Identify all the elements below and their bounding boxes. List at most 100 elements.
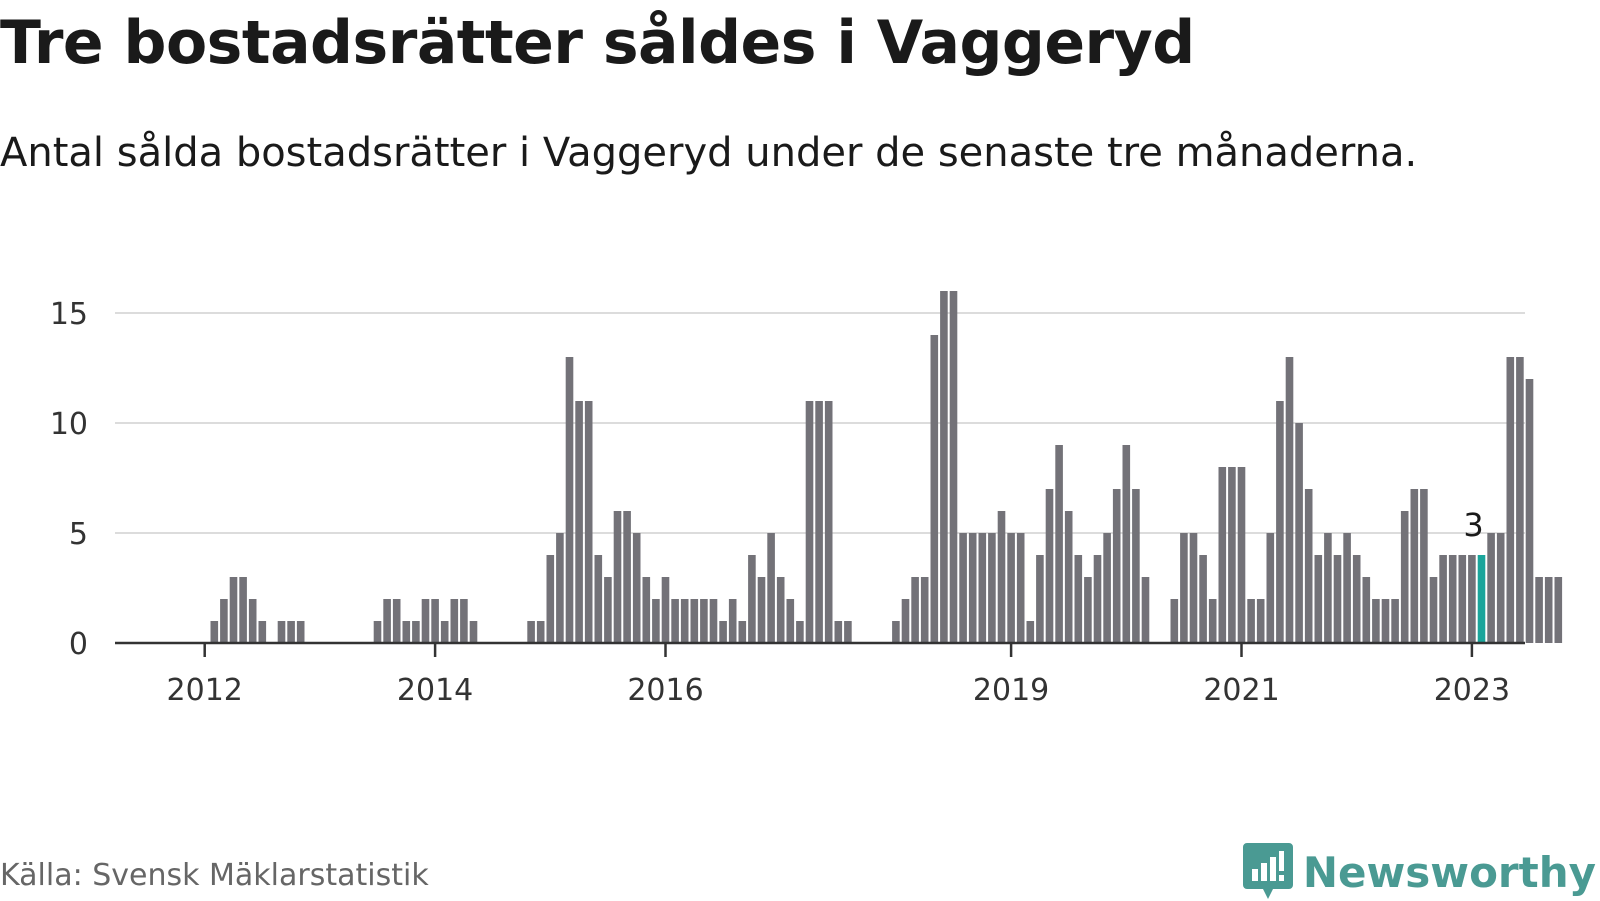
bar — [988, 533, 996, 643]
bar — [1064, 511, 1073, 643]
bar — [613, 511, 622, 643]
brand-logo[interactable]: Newsworthy — [1242, 843, 1596, 901]
bar — [623, 511, 631, 643]
bar — [1448, 555, 1457, 643]
bar — [383, 599, 391, 643]
bar — [930, 335, 939, 643]
bar — [1410, 489, 1419, 643]
bar — [1343, 533, 1351, 643]
x-tick-label: 2014 — [397, 673, 473, 708]
bar — [719, 621, 727, 643]
bar — [1218, 467, 1227, 643]
x-tick-label: 2019 — [973, 673, 1049, 708]
bar — [450, 599, 459, 643]
bar — [1525, 379, 1534, 643]
bar — [373, 621, 382, 643]
bar — [1208, 599, 1217, 643]
bar — [805, 401, 814, 643]
chart-title: Tre bostadsrätter såldes i Vaggeryd — [0, 8, 1195, 78]
bar — [978, 533, 987, 643]
bar — [1112, 489, 1121, 643]
bar — [1400, 511, 1409, 643]
bar — [1429, 577, 1438, 643]
bar — [402, 621, 411, 643]
bar — [632, 533, 641, 643]
bar — [1352, 555, 1361, 643]
bar — [1381, 599, 1390, 643]
bar — [1295, 423, 1303, 643]
bar — [1122, 445, 1131, 643]
bar — [1314, 555, 1323, 643]
x-tick-label: 2023 — [1434, 673, 1510, 708]
bar — [1045, 489, 1054, 643]
bar — [949, 291, 958, 643]
bar — [738, 621, 747, 643]
bar — [1324, 533, 1332, 643]
bar — [277, 621, 286, 643]
y-tick-label: 0 — [69, 627, 88, 662]
bar — [1103, 533, 1111, 643]
bar — [844, 621, 852, 643]
bar — [460, 599, 468, 643]
bar — [968, 533, 977, 643]
bar — [1026, 621, 1035, 643]
bar — [604, 577, 612, 643]
bar — [1266, 533, 1275, 643]
bar — [421, 599, 430, 643]
bar — [1333, 555, 1342, 643]
bar — [700, 599, 708, 643]
bar — [901, 599, 910, 643]
bar — [709, 599, 718, 643]
bar — [1458, 555, 1467, 643]
bar — [767, 533, 775, 643]
bar — [1180, 533, 1188, 643]
bar — [392, 599, 401, 643]
x-tick-label: 2021 — [1203, 673, 1279, 708]
bar — [815, 401, 823, 643]
bar — [690, 599, 699, 643]
bar — [527, 621, 535, 643]
bar — [940, 291, 948, 643]
bar — [1237, 467, 1246, 643]
bar — [1132, 489, 1140, 643]
y-tick-label: 5 — [69, 517, 88, 552]
bar — [229, 577, 238, 643]
bar-chart: 0 5 10 15 2012 2014 2016 2019 2021 2023 3 — [50, 291, 1563, 708]
bar — [575, 401, 583, 643]
y-tick-label: 15 — [50, 297, 88, 332]
bar — [652, 599, 660, 643]
bar — [1036, 555, 1044, 643]
bar — [1439, 555, 1447, 643]
bar — [1516, 357, 1524, 643]
bar — [1362, 577, 1371, 643]
bar — [1496, 533, 1505, 643]
bar — [728, 599, 737, 643]
bar — [1247, 599, 1255, 643]
bar — [1304, 489, 1313, 643]
bar — [1276, 401, 1284, 643]
bar — [536, 621, 545, 643]
bar — [776, 577, 785, 643]
bar — [1544, 577, 1553, 643]
x-tick-label: 2012 — [167, 673, 243, 708]
bar — [1074, 555, 1083, 643]
bar — [757, 577, 766, 643]
brand-name: Newsworthy — [1302, 847, 1596, 897]
newsworthy-logo-icon — [1242, 843, 1293, 899]
y-tick-label: 10 — [50, 407, 88, 442]
bar — [412, 621, 420, 643]
chart-subtitle: Antal sålda bostadsrätter i Vaggeryd und… — [0, 130, 1418, 176]
bar — [1007, 533, 1015, 643]
bar — [1372, 599, 1380, 643]
bar — [1084, 577, 1092, 643]
bar — [1420, 489, 1428, 643]
bar — [239, 577, 247, 643]
bar — [220, 599, 228, 643]
bar — [959, 533, 967, 643]
bar — [1256, 599, 1265, 643]
bar — [661, 577, 670, 643]
bar — [748, 555, 756, 643]
bar — [1189, 533, 1198, 643]
bar — [1016, 533, 1025, 643]
bar — [997, 511, 1006, 643]
